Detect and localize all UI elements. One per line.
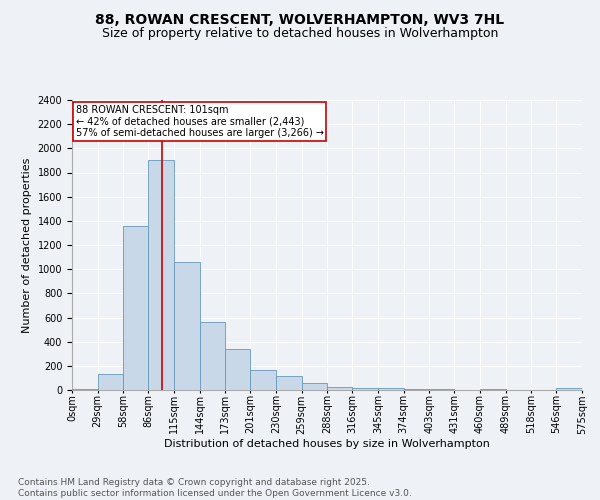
Bar [430, 389, 454, 390]
Bar [352, 388, 378, 390]
Bar [250, 370, 276, 390]
Bar [148, 160, 174, 390]
Text: 88, ROWAN CRESCENT, WOLVERHAMPTON, WV3 7HL: 88, ROWAN CRESCENT, WOLVERHAMPTON, WV3 7… [95, 12, 505, 26]
Bar [200, 322, 226, 390]
Bar [124, 226, 148, 390]
Text: 88 ROWAN CRESCENT: 101sqm
← 42% of detached houses are smaller (2,443)
57% of se: 88 ROWAN CRESCENT: 101sqm ← 42% of detac… [76, 105, 323, 138]
Bar [378, 388, 404, 390]
Bar [226, 349, 250, 390]
Bar [174, 262, 200, 390]
Y-axis label: Number of detached properties: Number of detached properties [22, 158, 32, 332]
Bar [556, 388, 582, 390]
Bar [98, 374, 124, 390]
Text: Contains HM Land Registry data © Crown copyright and database right 2025.
Contai: Contains HM Land Registry data © Crown c… [18, 478, 412, 498]
Bar [276, 376, 302, 390]
Bar [302, 383, 328, 390]
X-axis label: Distribution of detached houses by size in Wolverhampton: Distribution of detached houses by size … [164, 439, 490, 449]
Text: Size of property relative to detached houses in Wolverhampton: Size of property relative to detached ho… [102, 28, 498, 40]
Bar [328, 386, 352, 390]
Bar [404, 389, 430, 390]
Bar [72, 389, 98, 390]
